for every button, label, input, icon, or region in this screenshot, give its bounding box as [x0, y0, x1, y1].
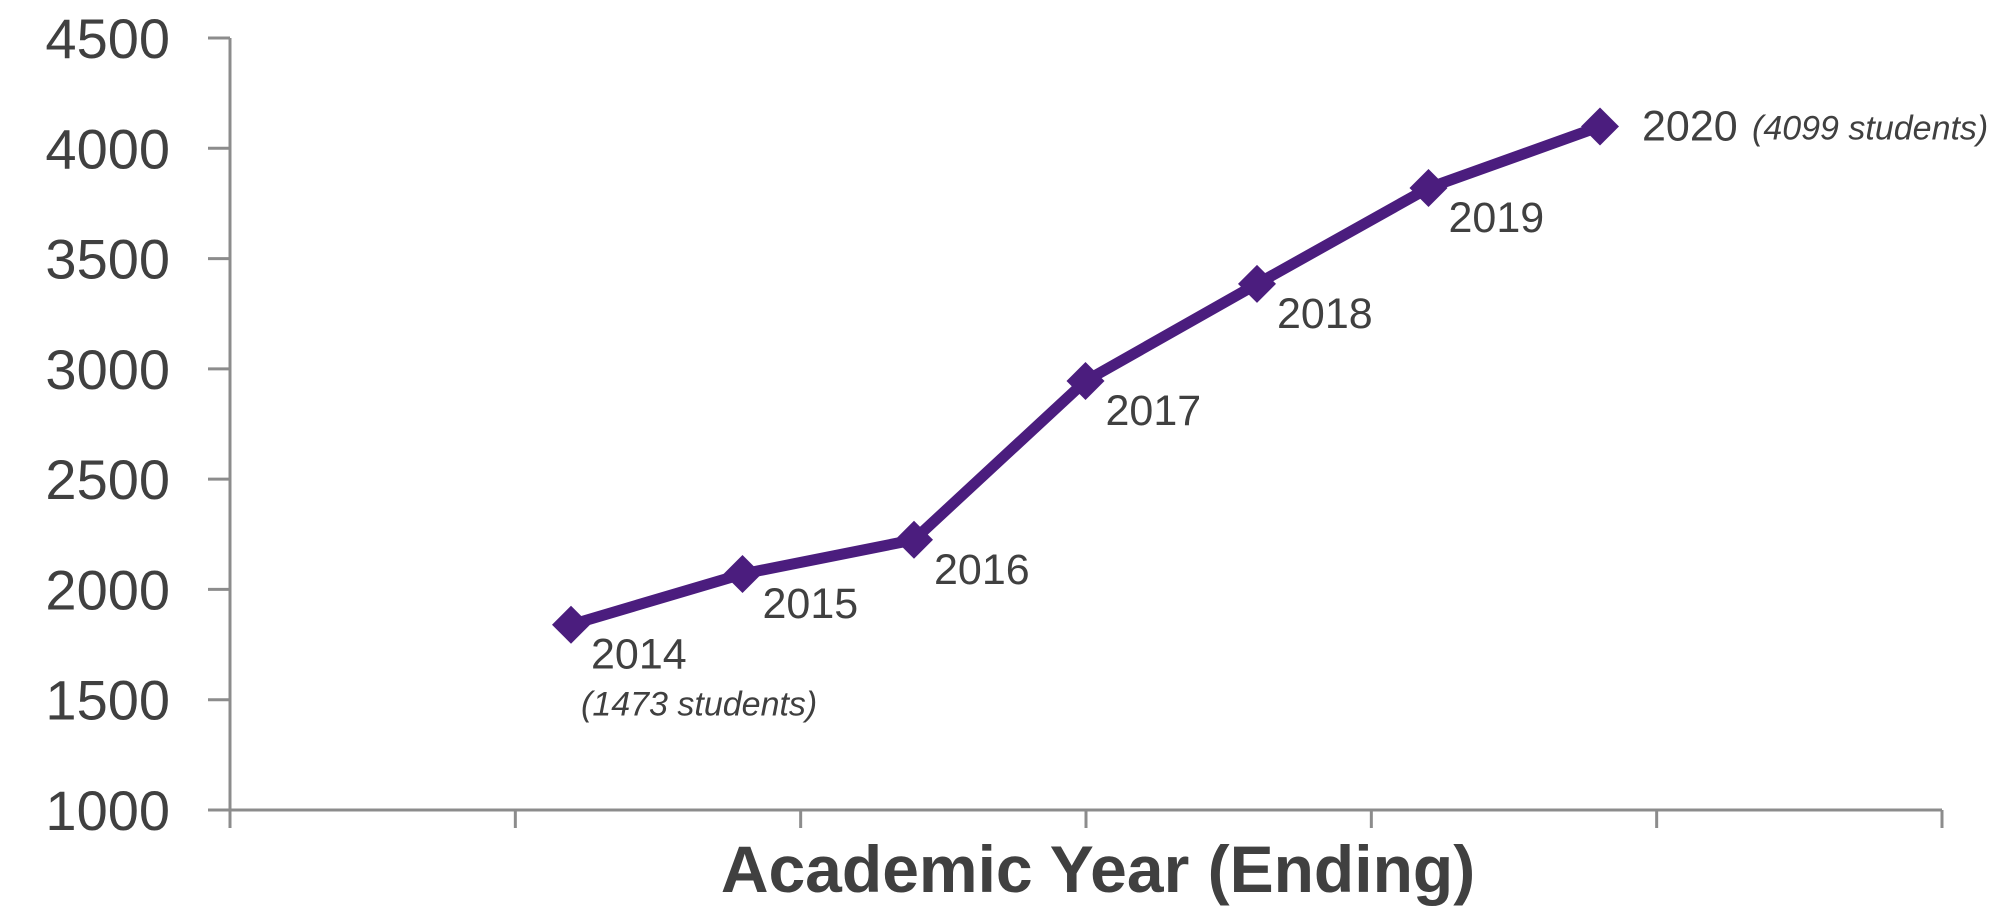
data-point-2016 — [895, 520, 933, 559]
data-markers — [552, 107, 1619, 644]
data-point-2018 — [1238, 264, 1276, 303]
y-tick-label: 4500 — [45, 7, 170, 70]
data-point-2019 — [1409, 168, 1448, 207]
annotation-2014: (1473 students) — [581, 686, 817, 724]
y-tick-label: 1000 — [45, 779, 170, 842]
y-tick-label: 1500 — [45, 669, 170, 732]
y-tick-labels: 1000 1500 2000 2500 3000 3500 4000 4500 — [45, 7, 170, 842]
data-label-2015: 2015 — [763, 580, 859, 628]
data-label-2017: 2017 — [1106, 387, 1202, 435]
axes — [208, 36, 1944, 828]
x-axis-label: Academic Year (Ending) — [721, 832, 1475, 906]
data-label-2018: 2018 — [1277, 290, 1373, 338]
data-labels: 2014 2015 2016 2017 2018 2019 2020 (1473 studen… — [581, 102, 1988, 723]
data-point-2015 — [723, 554, 762, 593]
data-point-2017 — [1066, 361, 1105, 400]
y-tick-label: 2500 — [45, 448, 170, 511]
data-label-2014: 2014 — [591, 631, 687, 679]
y-tick-label: 3500 — [45, 228, 170, 291]
y-tick-label: 4000 — [45, 117, 170, 180]
data-label-2020: 2020 — [1642, 102, 1738, 150]
data-point-2014 — [552, 605, 590, 644]
y-tick-label: 3000 — [45, 338, 170, 401]
data-point-2020 — [1581, 107, 1619, 146]
data-label-2019: 2019 — [1449, 194, 1545, 242]
y-tick-label: 2000 — [45, 558, 170, 621]
data-label-2016: 2016 — [934, 546, 1030, 594]
annotation-2020: (4099 students) — [1752, 109, 1988, 147]
